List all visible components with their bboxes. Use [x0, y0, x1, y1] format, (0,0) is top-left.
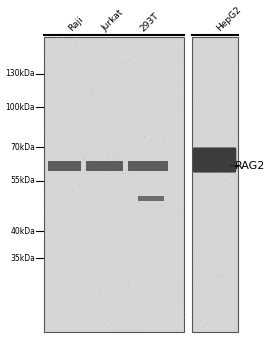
Text: 70kDa: 70kDa: [10, 143, 35, 152]
Text: 130kDa: 130kDa: [5, 69, 35, 78]
FancyBboxPatch shape: [48, 161, 81, 171]
Text: 293T: 293T: [138, 11, 160, 34]
FancyBboxPatch shape: [128, 161, 168, 171]
Text: 35kDa: 35kDa: [10, 254, 35, 262]
FancyBboxPatch shape: [193, 148, 236, 159]
FancyBboxPatch shape: [192, 37, 237, 332]
FancyBboxPatch shape: [86, 161, 123, 171]
Text: 40kDa: 40kDa: [10, 227, 35, 236]
FancyBboxPatch shape: [193, 147, 236, 173]
Text: Raji: Raji: [67, 15, 85, 34]
Text: RAG2: RAG2: [235, 161, 265, 171]
FancyBboxPatch shape: [138, 196, 164, 201]
Text: 100kDa: 100kDa: [5, 103, 35, 112]
Text: Jurkat: Jurkat: [100, 8, 125, 34]
FancyBboxPatch shape: [44, 37, 184, 332]
Text: HepG2: HepG2: [215, 5, 243, 34]
Text: 55kDa: 55kDa: [10, 176, 35, 186]
